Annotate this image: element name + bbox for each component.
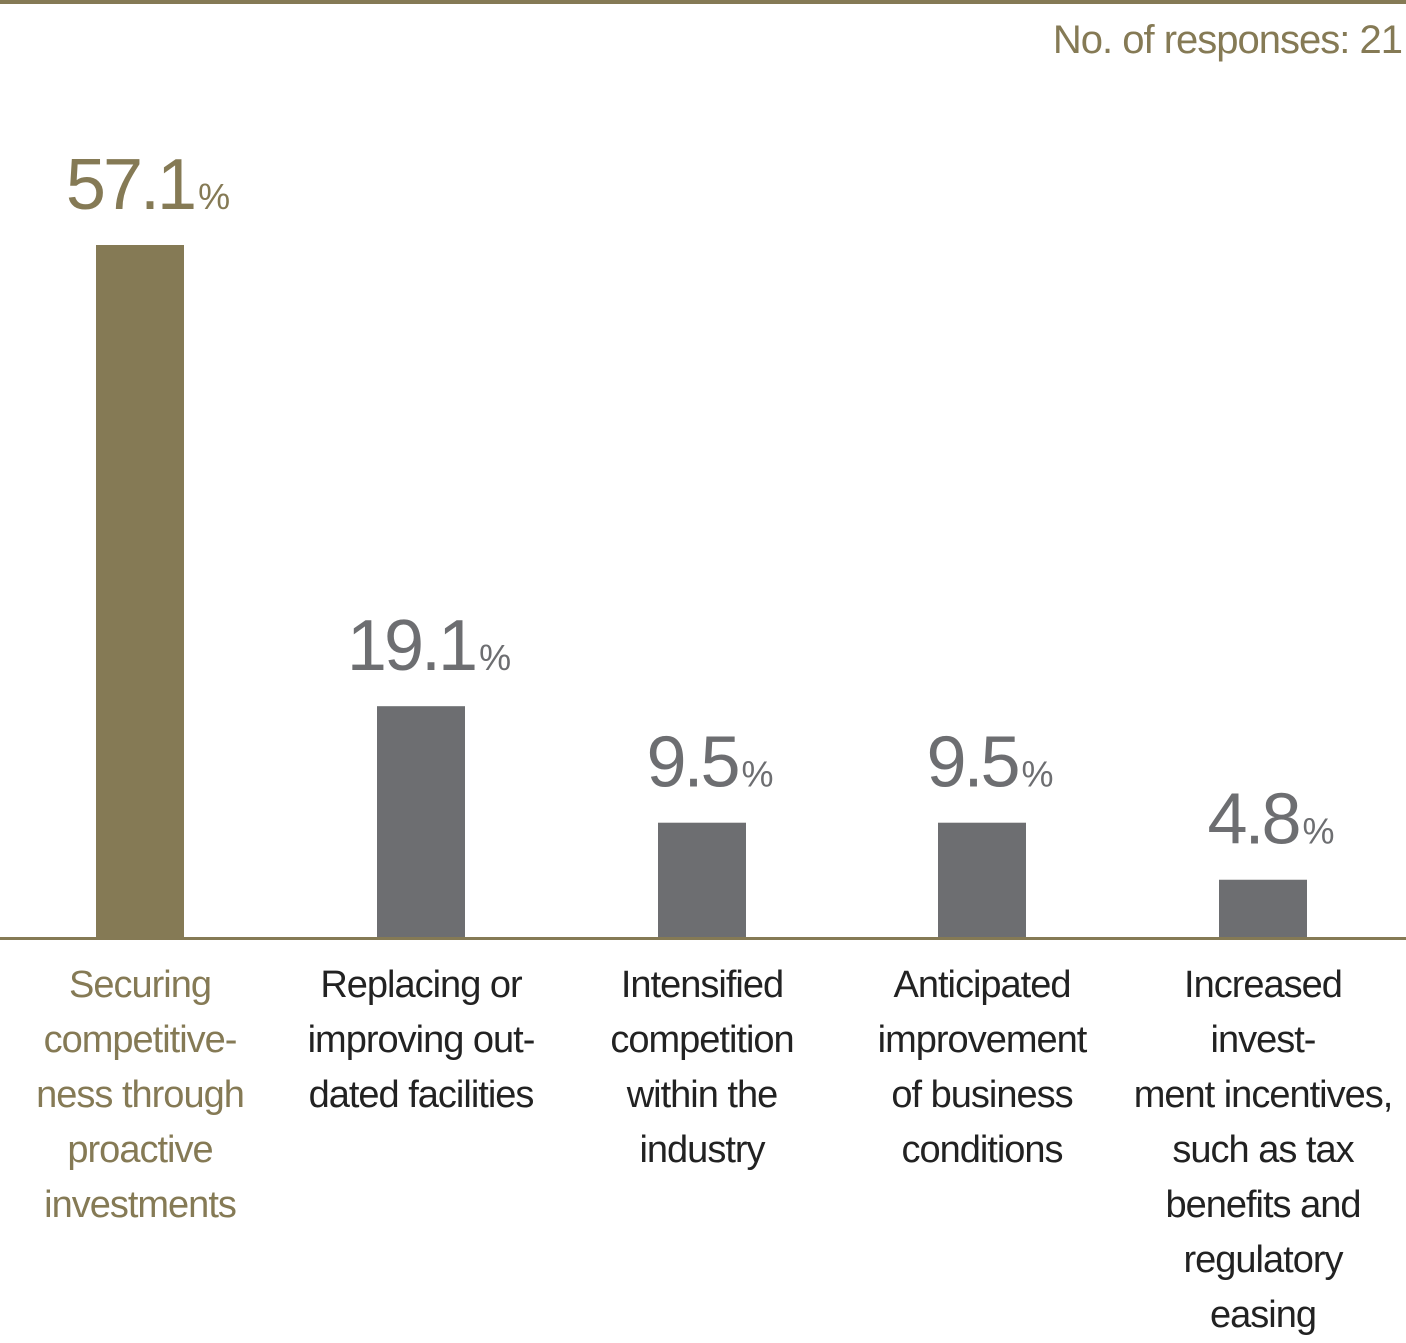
category-label-line: improvement: [877, 1019, 1088, 1061]
category-label-line: within the: [626, 1074, 779, 1116]
category-label-1: Securing competitive-ness through proactiv…: [5, 958, 275, 1233]
category-label-2: Replacing or improving out-dated faciliti…: [286, 958, 556, 1123]
category-label-line: regulatory easing: [1183, 1239, 1344, 1336]
category-label-line: Securing: [69, 964, 212, 1006]
value-label-1: 57.1%: [66, 145, 230, 225]
category-label-3: Intensified competition within the industry: [567, 958, 837, 1178]
bars-layer: [96, 245, 1307, 938]
value-label-4: 9.5%: [926, 723, 1053, 803]
category-label-line: dated facilities: [308, 1074, 535, 1116]
category-label-line: competition: [610, 1019, 794, 1061]
value-label-5: 4.8%: [1207, 780, 1334, 860]
value-label-2: 19.1%: [347, 606, 511, 686]
category-label-5: Increased invest-ment incentives, such as…: [1128, 958, 1398, 1343]
category-label-line: such as tax: [1172, 1129, 1354, 1171]
bar-5: [1219, 879, 1307, 938]
category-label-line: investments: [44, 1184, 237, 1226]
category-label-line: Anticipated: [893, 964, 1071, 1006]
bar-1: [96, 245, 184, 938]
bar-3: [658, 822, 746, 938]
category-label-line: ment incentives,: [1133, 1074, 1394, 1116]
top-rule: [0, 0, 1406, 4]
category-label-line: of business: [891, 1074, 1073, 1116]
bar-chart: 57.1 % 19.1 % 9.5% 9.5 % 4.8%: [0, 145, 1406, 940]
responses-count: No. of responses: 21: [1052, 18, 1403, 62]
bar-4: [938, 822, 1026, 938]
category-label-line: Intensified: [620, 964, 784, 1006]
category-label-line: benefits and: [1165, 1184, 1361, 1226]
category-label-line: improving out-: [307, 1019, 536, 1061]
category-label-line: Increased invest-: [1184, 964, 1343, 1061]
value-labels-layer: 57.1 % 19.1 % 9.5% 9.5 % 4.8%: [66, 145, 1335, 860]
category-label-line: ness through: [36, 1074, 245, 1116]
value-label-3: 9.5%: [646, 723, 773, 803]
category-label-line: conditions: [901, 1129, 1063, 1171]
category-label-line: industry: [639, 1129, 765, 1171]
category-label-4: Anticipated improvement of business conditi…: [847, 958, 1117, 1178]
category-label-line: Replacing or: [320, 964, 522, 1006]
category-label-line: competitive-: [43, 1019, 238, 1061]
category-label-line: proactive: [67, 1129, 213, 1171]
bar-2: [377, 706, 465, 938]
